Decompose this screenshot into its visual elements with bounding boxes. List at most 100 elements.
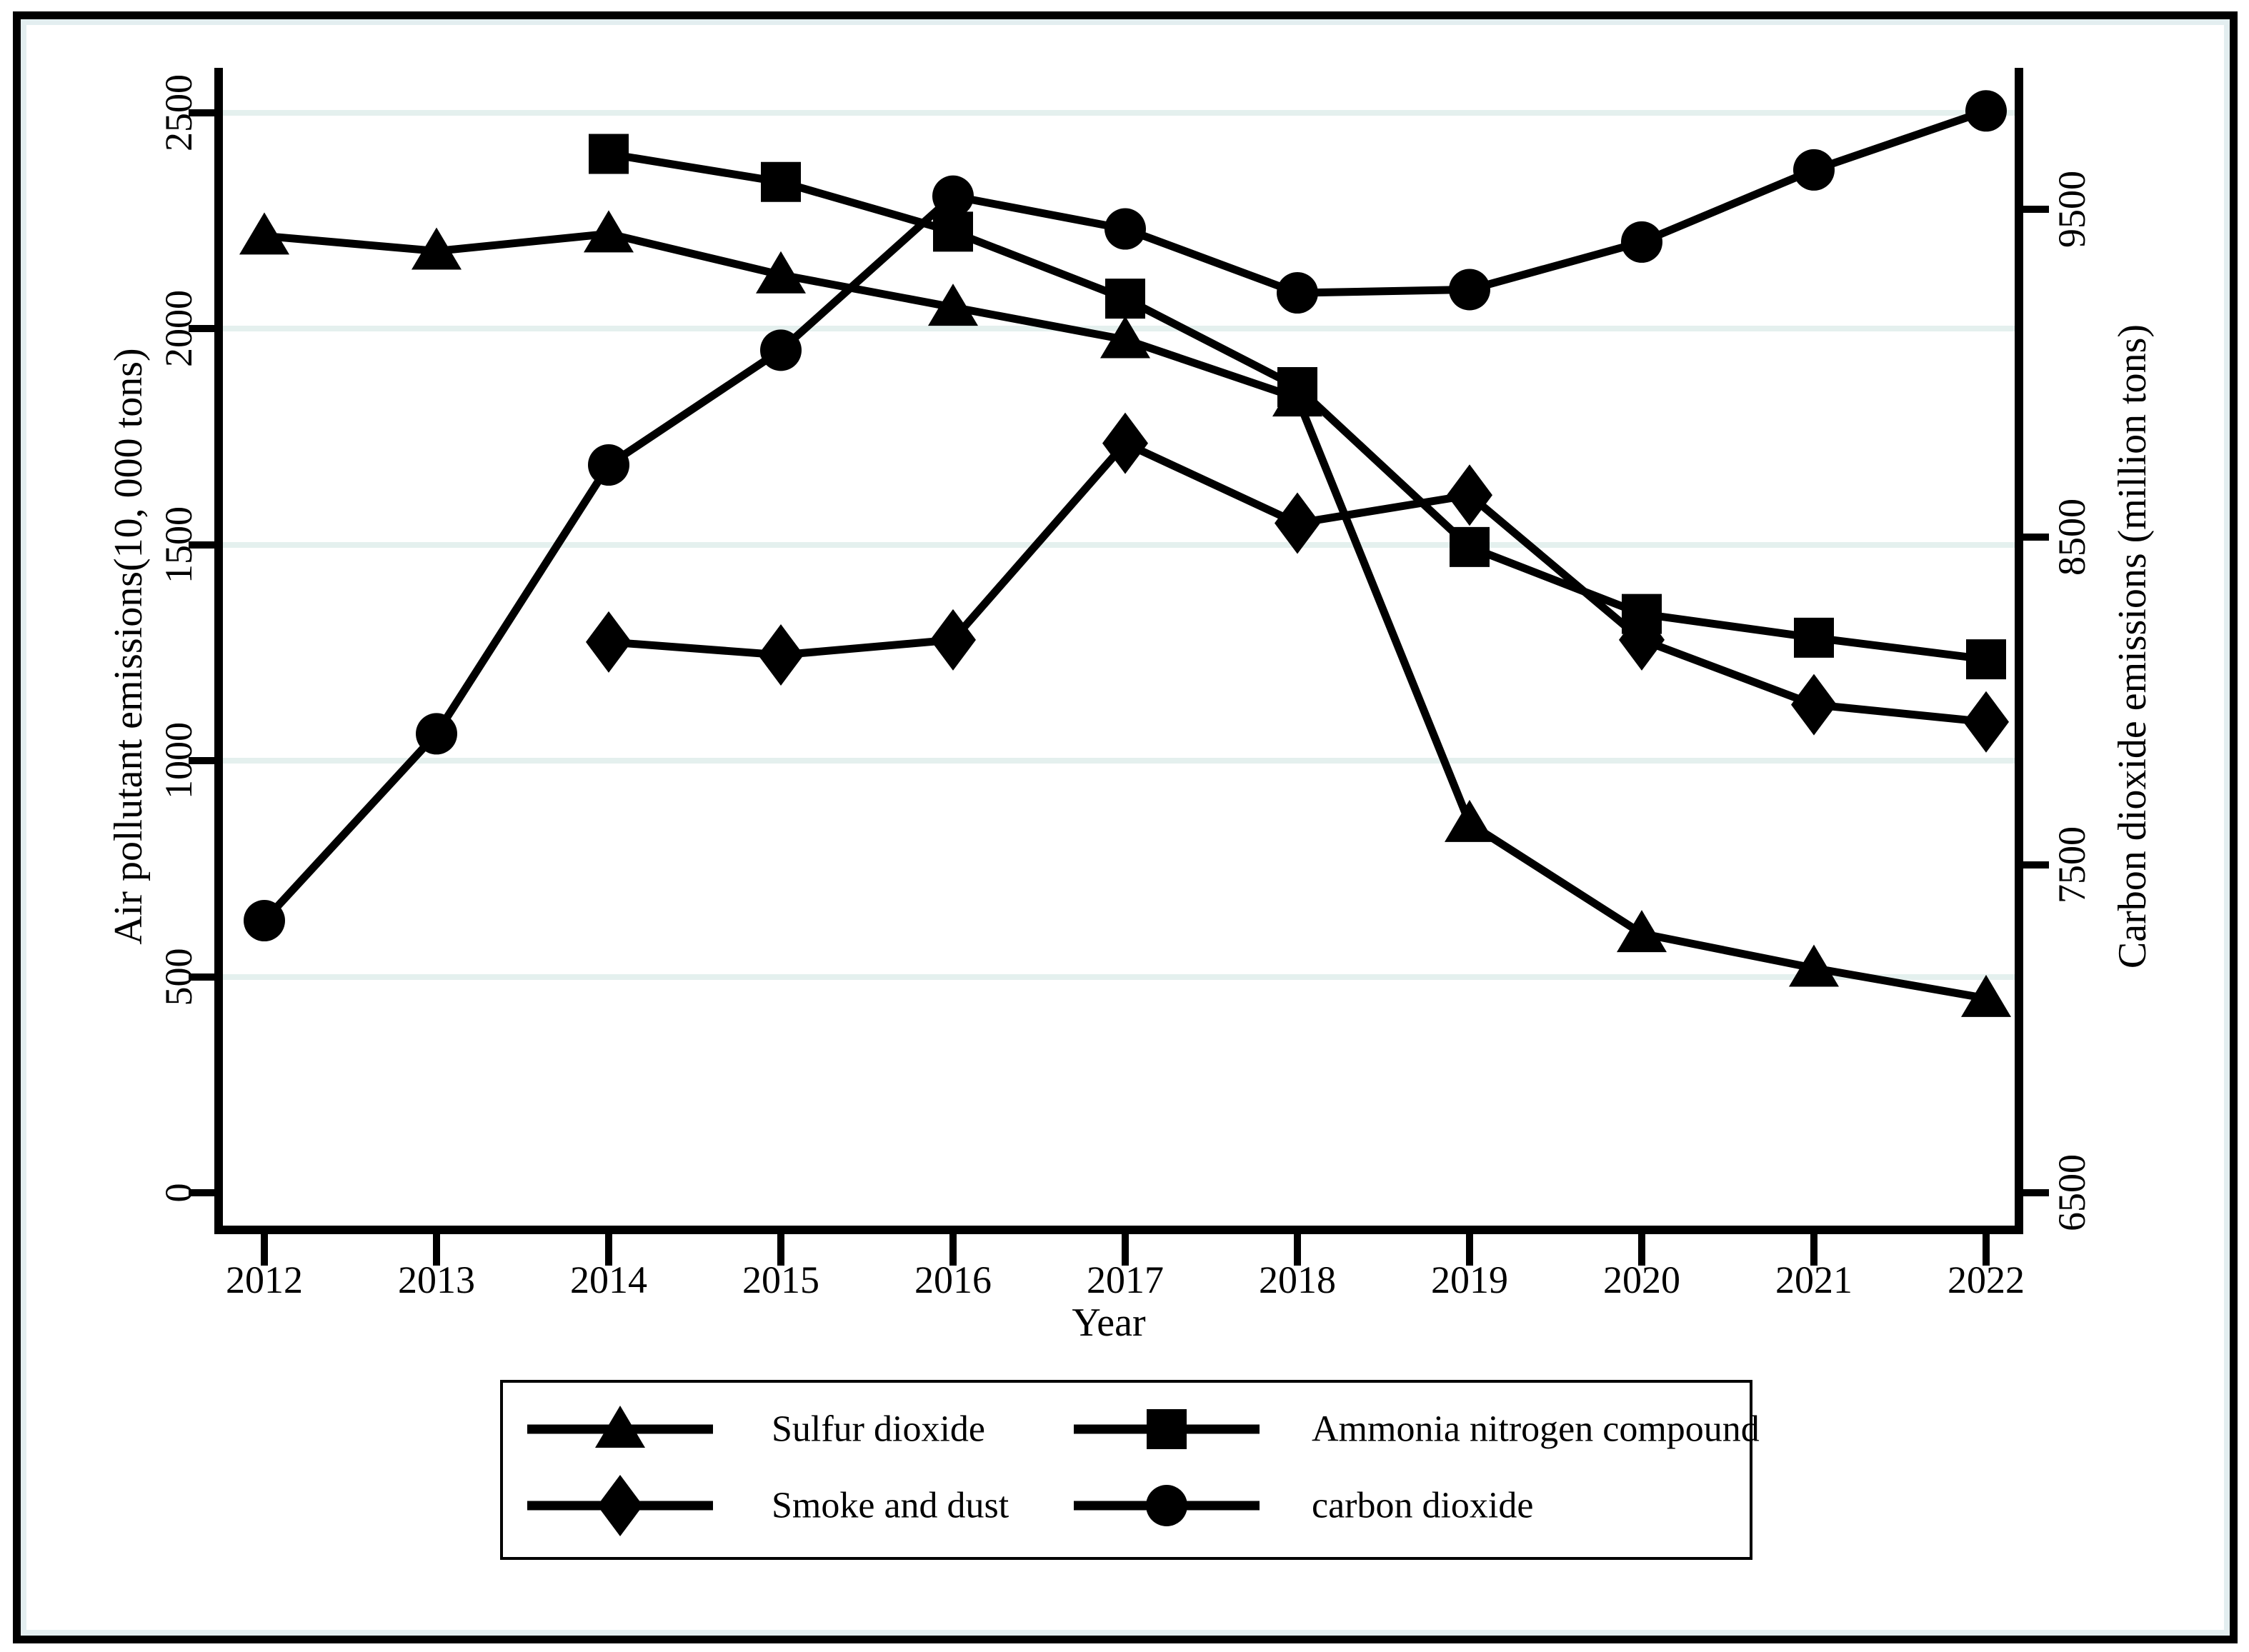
x-axis-title: Year: [1072, 1301, 1146, 1345]
circle-marker: [1277, 272, 1318, 314]
x-tick-label-2018: 2018: [1259, 1258, 1336, 1301]
y-left-tick-label-1000: 1000: [157, 722, 200, 800]
circle-marker: [932, 175, 974, 217]
legend-label-4: carbon dioxide: [1312, 1485, 1534, 1526]
x-tick-label-2022: 2022: [1948, 1258, 2025, 1301]
y-left-tick-500: [189, 973, 214, 981]
y-right-tick-8500: [2023, 534, 2049, 541]
legend-sample-square-icon: [1074, 1409, 1260, 1449]
triangle-marker: [1789, 944, 1839, 987]
square-marker: [589, 134, 629, 174]
x-tick-2015: [777, 1234, 784, 1266]
diamond-marker: [758, 624, 804, 686]
x-tick-2022: [1983, 1234, 1990, 1266]
x-tick-2014: [605, 1234, 612, 1266]
triangle-marker: [756, 251, 806, 294]
y-axis-left-spine: [214, 68, 223, 1234]
y-left-tick-2500: [189, 109, 214, 116]
square-marker: [1450, 526, 1490, 567]
x-tick-label-2014: 2014: [570, 1258, 647, 1301]
y-left-tick-label-0: 0: [157, 1183, 200, 1203]
legend-box: Sulfur dioxide Ammonia nitrogen compound S…: [500, 1380, 1760, 1560]
y-left-tick-2000: [189, 325, 214, 333]
x-tick-2016: [949, 1234, 957, 1266]
diamond-marker: [1447, 464, 1492, 526]
y-left-tick-1000: [189, 757, 214, 765]
x-axis-spine: [214, 1226, 2023, 1234]
triangle-marker: [1100, 316, 1150, 359]
legend-sample-triangle-icon: [527, 1406, 713, 1448]
circle-marker: [244, 900, 285, 942]
y-right-tick-7500: [2023, 861, 2049, 868]
y-left-tick-0: [189, 1189, 214, 1196]
triangle-marker: [1961, 974, 2011, 1017]
gridline-2500: [223, 110, 2015, 116]
triangle-marker: [1445, 799, 1495, 842]
circle-marker: [588, 444, 629, 486]
legend-label-1: Sulfur dioxide: [772, 1408, 985, 1450]
series-line-diamond: [608, 438, 1987, 726]
x-tick-2021: [1810, 1234, 1817, 1266]
square-marker: [1277, 367, 1317, 408]
diamond-marker: [1102, 412, 1148, 474]
x-tick-2018: [1294, 1234, 1301, 1266]
x-tick-label-2016: 2016: [914, 1258, 992, 1301]
y-axis-left-title: Air pollutant emissions(10, 000 tons): [106, 348, 151, 945]
circle-marker: [1793, 149, 1835, 191]
x-tick-2019: [1466, 1234, 1473, 1266]
x-tick-label-2012: 2012: [226, 1258, 303, 1301]
legend-sample-circle-icon: [1074, 1485, 1260, 1526]
gridline-1500: [223, 541, 2015, 548]
diamond-marker: [597, 1475, 643, 1536]
square-marker: [1147, 1409, 1187, 1449]
y-axis-right-title: Carbon dioxide emissions (million tons): [2110, 324, 2155, 969]
figure-frame: 0 500 1000 1500 2000 2500 6500 7500 8500 9500 2012…: [13, 11, 2238, 1643]
triangle-marker: [595, 1406, 645, 1448]
x-tick-label-2019: 2019: [1431, 1258, 1508, 1301]
legend-label-3: Smoke and dust: [772, 1485, 1009, 1526]
y-right-tick-label-8500: 8500: [2050, 499, 2093, 576]
triangle-marker: [1617, 910, 1667, 953]
x-tick-label-2017: 2017: [1087, 1258, 1164, 1301]
circle-marker: [1104, 208, 1146, 250]
y-right-tick-6500: [2023, 1189, 2049, 1196]
square-marker: [761, 161, 801, 202]
x-tick-2020: [1638, 1234, 1645, 1266]
x-tick-label-2015: 2015: [742, 1258, 819, 1301]
y-right-tick-label-9500: 9500: [2050, 171, 2093, 248]
triangle-marker: [239, 212, 289, 255]
figure-inner-border: 0 500 1000 1500 2000 2500 6500 7500 8500 9500 2012…: [21, 19, 2230, 1636]
circle-marker: [416, 713, 457, 755]
y-left-tick-label-2000: 2000: [157, 290, 200, 368]
circle-marker: [1449, 269, 1490, 311]
circle-marker: [1146, 1485, 1187, 1526]
y-right-tick-label-6500: 6500: [2050, 1154, 2093, 1231]
diamond-marker: [1275, 492, 1320, 554]
x-tick-2012: [261, 1234, 268, 1266]
diamond-marker: [1619, 609, 1665, 671]
gridline-1000: [223, 758, 2015, 764]
diamond-marker: [1963, 691, 2009, 753]
triangle-marker: [928, 284, 978, 326]
circle-marker: [1621, 221, 1662, 263]
x-tick-2013: [433, 1234, 440, 1266]
legend-sample-diamond-icon: [527, 1475, 713, 1536]
y-left-tick-label-1500: 1500: [157, 506, 200, 584]
gridline-500: [223, 973, 2015, 980]
x-tick-label-2021: 2021: [1775, 1258, 1852, 1301]
x-tick-label-2013: 2013: [398, 1258, 475, 1301]
y-left-tick-label-500: 500: [157, 948, 200, 1006]
y-left-tick-1500: [189, 541, 214, 549]
triangle-marker: [584, 210, 634, 253]
square-marker: [1794, 617, 1834, 658]
legend-label-2: Ammonia nitrogen compound: [1312, 1408, 1760, 1450]
square-marker: [1966, 639, 2006, 680]
square-marker: [933, 211, 973, 252]
circle-marker: [1965, 90, 2007, 132]
y-left-tick-label-2500: 2500: [157, 74, 200, 151]
plot-area: [239, 90, 2011, 1017]
diamond-marker: [1791, 674, 1837, 736]
x-tick-2017: [1122, 1234, 1129, 1266]
